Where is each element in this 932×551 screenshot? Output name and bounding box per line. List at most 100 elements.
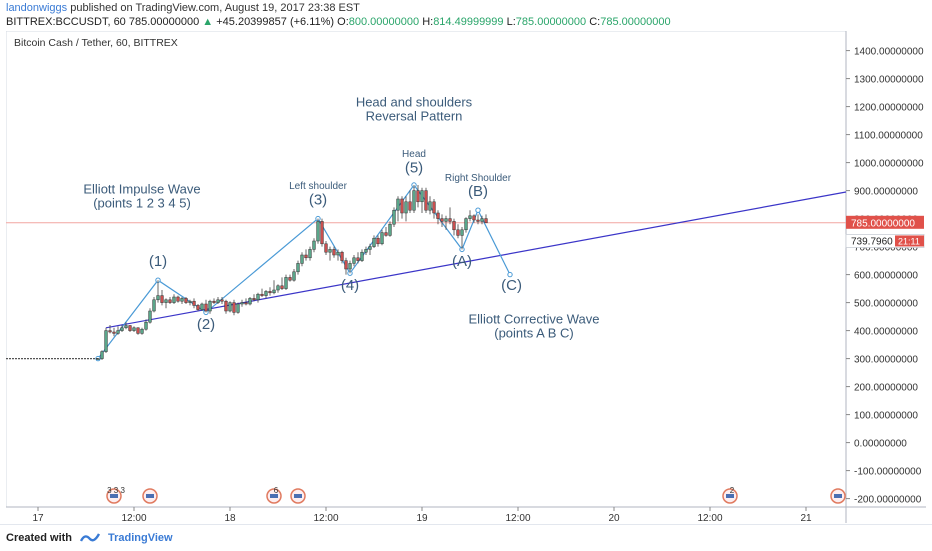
ohlc-header: BITTREX:BCCUSDT, 60 785.00000000 ▲ +45.2… — [6, 16, 671, 28]
publish-header: landonwiggs published on TradingView.com… — [6, 2, 360, 14]
candle-body — [224, 300, 228, 312]
open-value: 800.00000000 — [348, 16, 420, 28]
candle-body — [160, 295, 164, 303]
candle-body — [268, 291, 272, 294]
y-tick-label: 300.00000000 — [854, 355, 918, 366]
chart-annotation: (points A B C) — [494, 326, 573, 341]
y-tick-label: 0.00000000 — [854, 439, 907, 450]
close-label: C: — [589, 16, 601, 28]
candle-body — [272, 289, 276, 294]
candle-body — [484, 218, 488, 224]
chart-annotation: Reversal Pattern — [366, 109, 463, 124]
chart-annotation: (5) — [405, 159, 423, 176]
y-tick-label: 500.00000000 — [854, 299, 918, 310]
candle-body — [152, 299, 156, 312]
created-with-label: Created with — [6, 532, 73, 544]
candle-body — [420, 190, 424, 203]
low-value: 785.00000000 — [515, 16, 587, 28]
x-tick-label: 12:00 — [121, 513, 146, 523]
candle-body — [236, 303, 240, 313]
candle-body — [308, 249, 312, 259]
candle-body — [472, 215, 476, 221]
chart-annotation: Elliott Corrective Wave — [469, 312, 600, 327]
y-tick-label: 1400.00000000 — [854, 47, 924, 58]
last-price-tag — [846, 215, 924, 229]
chart-annotation: (B) — [468, 183, 488, 200]
candle-body — [208, 300, 212, 312]
y-tick-label: 1100.00000000 — [854, 131, 923, 142]
high-label: H: — [422, 16, 434, 28]
candle-body — [128, 325, 132, 331]
chart-container[interactable]: Bitcoin Cash / Tether, 60, BITTREX (1) (2… — [5, 30, 926, 524]
chart-annotation: (A) — [452, 253, 472, 270]
candle-body — [316, 221, 320, 242]
candle-body — [212, 300, 216, 303]
candle-body — [284, 277, 288, 289]
candle-body — [292, 271, 296, 281]
y-tick-label: 100.00000000 — [854, 411, 918, 422]
candle-body — [164, 299, 168, 303]
candle-body — [424, 190, 428, 211]
candle-body — [352, 257, 356, 264]
countdown-tag — [895, 235, 924, 247]
y-tick-label: 400.00000000 — [854, 327, 918, 338]
candle-body — [464, 218, 468, 231]
chart-annotation: Head — [402, 149, 426, 160]
candle-body — [360, 251, 364, 261]
candle-body — [336, 251, 340, 256]
close-value: 785.00000000 — [600, 16, 671, 28]
event-flag-stripe — [726, 494, 734, 498]
price-chart[interactable]: Bitcoin Cash / Tether, 60, BITTREX (1) (2… — [5, 30, 926, 524]
event-flag-stripe — [834, 494, 842, 498]
x-tick-label: 20 — [608, 513, 620, 523]
candle-body — [240, 302, 244, 305]
footer-bar: Created with TradingView — [0, 524, 932, 551]
candle-body — [264, 291, 268, 296]
event-count: 2 — [730, 486, 735, 495]
secondary-price-value: 739.7960 — [851, 236, 893, 247]
candle-body — [204, 303, 208, 312]
y-tick-label: 900.00000000 — [854, 187, 918, 198]
author-link[interactable]: landonwiggs — [6, 2, 68, 14]
candle-body — [140, 328, 144, 334]
wave-point — [507, 271, 513, 278]
candle-body — [392, 209, 396, 225]
x-tick-label: 12:00 — [313, 513, 338, 523]
candle-body — [248, 298, 252, 305]
candle-body — [460, 229, 464, 236]
candle-body — [344, 260, 348, 270]
candle-body — [148, 310, 152, 323]
candle-body — [476, 219, 480, 222]
candle-body — [368, 246, 372, 250]
x-tick-label: 17 — [32, 513, 44, 523]
y-tick-label: 1000.00000000 — [854, 159, 924, 170]
candle-body — [312, 240, 316, 250]
candle-body — [452, 221, 456, 231]
candle-body — [468, 215, 472, 219]
tradingview-brand[interactable]: TradingView — [108, 532, 173, 544]
candle-body — [384, 232, 388, 236]
candle-body — [156, 295, 160, 301]
candle-body — [364, 249, 368, 253]
candle-body — [104, 330, 108, 352]
candle-body — [320, 221, 324, 245]
event-flag-stripe — [294, 494, 302, 498]
y-tick-label: 200.00000000 — [854, 383, 918, 394]
candle-body — [432, 201, 436, 214]
candle-body — [136, 327, 140, 334]
x-tick-label: 19 — [416, 513, 428, 523]
last-price-value: 785.00000000 — [851, 218, 915, 229]
candle-body — [356, 257, 360, 261]
candle-body — [112, 331, 116, 334]
symbol-line: BITTREX:BCCUSDT, 60 785.00000000 — [6, 16, 200, 28]
candle-body — [288, 277, 292, 281]
x-tick-label: 12:00 — [697, 513, 722, 523]
candle-body — [276, 285, 280, 291]
candle-body — [120, 327, 124, 331]
candle-body — [480, 218, 484, 222]
candle-body — [232, 302, 236, 313]
change-value: +45.20399857 (+6.11%) — [216, 16, 335, 28]
candle-body — [408, 201, 412, 211]
candle-body — [436, 212, 440, 219]
open-label: O: — [337, 16, 349, 28]
